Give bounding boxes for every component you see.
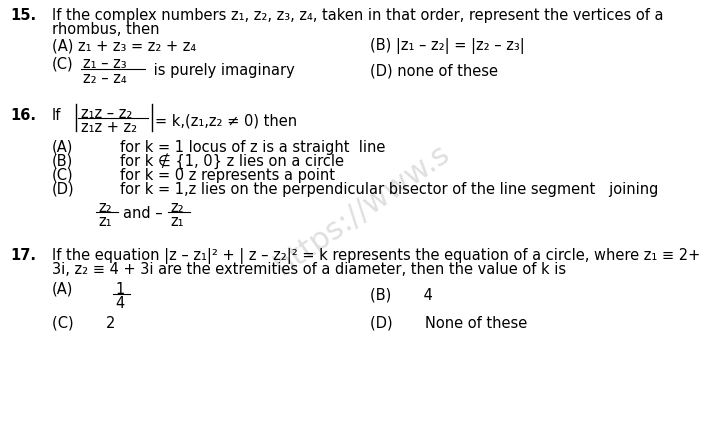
Text: and –: and – bbox=[123, 206, 162, 221]
Text: z₁ – z₃: z₁ – z₃ bbox=[83, 56, 127, 71]
Text: 3i, z₂ ≡ 4 + 3i are the extremities of a diameter, then the value of k is: 3i, z₂ ≡ 4 + 3i are the extremities of a… bbox=[52, 262, 566, 277]
Text: z₁: z₁ bbox=[170, 214, 183, 229]
Text: https://www.s: https://www.s bbox=[269, 139, 455, 281]
Text: 4: 4 bbox=[115, 296, 124, 311]
Text: If: If bbox=[52, 108, 62, 123]
Text: for k = 1 locus of z is a straight  line: for k = 1 locus of z is a straight line bbox=[120, 140, 386, 155]
Text: 1: 1 bbox=[115, 282, 124, 297]
Text: (C): (C) bbox=[52, 56, 74, 71]
Text: for k = 0 z represents a point: for k = 0 z represents a point bbox=[120, 168, 335, 183]
Text: (C): (C) bbox=[52, 168, 74, 183]
Text: for k = 1,z lies on the perpendicular bisector of the line segment   joining: for k = 1,z lies on the perpendicular bi… bbox=[120, 182, 658, 197]
Text: z₁: z₁ bbox=[98, 214, 112, 229]
Text: 16.: 16. bbox=[10, 108, 36, 123]
Text: (D)       None of these: (D) None of these bbox=[370, 316, 527, 331]
Text: z₁z – z₂: z₁z – z₂ bbox=[81, 106, 133, 121]
Text: (A): (A) bbox=[52, 282, 73, 297]
Text: (D): (D) bbox=[52, 182, 75, 197]
Text: (B) |z₁ – z₂| = |z₂ – z₃|: (B) |z₁ – z₂| = |z₂ – z₃| bbox=[370, 38, 525, 54]
Text: (B): (B) bbox=[52, 154, 73, 169]
Text: (A) z₁ + z₃ = z₂ + z₄: (A) z₁ + z₃ = z₂ + z₄ bbox=[52, 38, 196, 53]
Text: 17.: 17. bbox=[10, 248, 36, 263]
Text: (B)       4: (B) 4 bbox=[370, 288, 433, 303]
Text: If the equation |z – z₁|² + | z – z₂|² = k represents the equation of a circle, : If the equation |z – z₁|² + | z – z₂|² =… bbox=[52, 248, 700, 264]
Text: z₁z + z₂: z₁z + z₂ bbox=[81, 120, 137, 135]
Text: z₂: z₂ bbox=[170, 200, 183, 215]
Text: is purely imaginary: is purely imaginary bbox=[149, 63, 295, 78]
Text: (C)       2: (C) 2 bbox=[52, 316, 115, 331]
Text: z₂: z₂ bbox=[98, 200, 112, 215]
Text: for k ∉ {1, 0} z lies on a circle: for k ∉ {1, 0} z lies on a circle bbox=[120, 154, 344, 170]
Text: If the complex numbers z₁, z₂, z₃, z₄, taken in that order, represent the vertic: If the complex numbers z₁, z₂, z₃, z₄, t… bbox=[52, 8, 663, 23]
Text: (A): (A) bbox=[52, 140, 73, 155]
Text: 15.: 15. bbox=[10, 8, 36, 23]
Text: z₂ – z₄: z₂ – z₄ bbox=[83, 71, 127, 86]
Text: = k,(z₁,z₂ ≠ 0) then: = k,(z₁,z₂ ≠ 0) then bbox=[155, 113, 297, 128]
Text: (D) none of these: (D) none of these bbox=[370, 63, 498, 78]
Text: rhombus, then: rhombus, then bbox=[52, 22, 160, 37]
